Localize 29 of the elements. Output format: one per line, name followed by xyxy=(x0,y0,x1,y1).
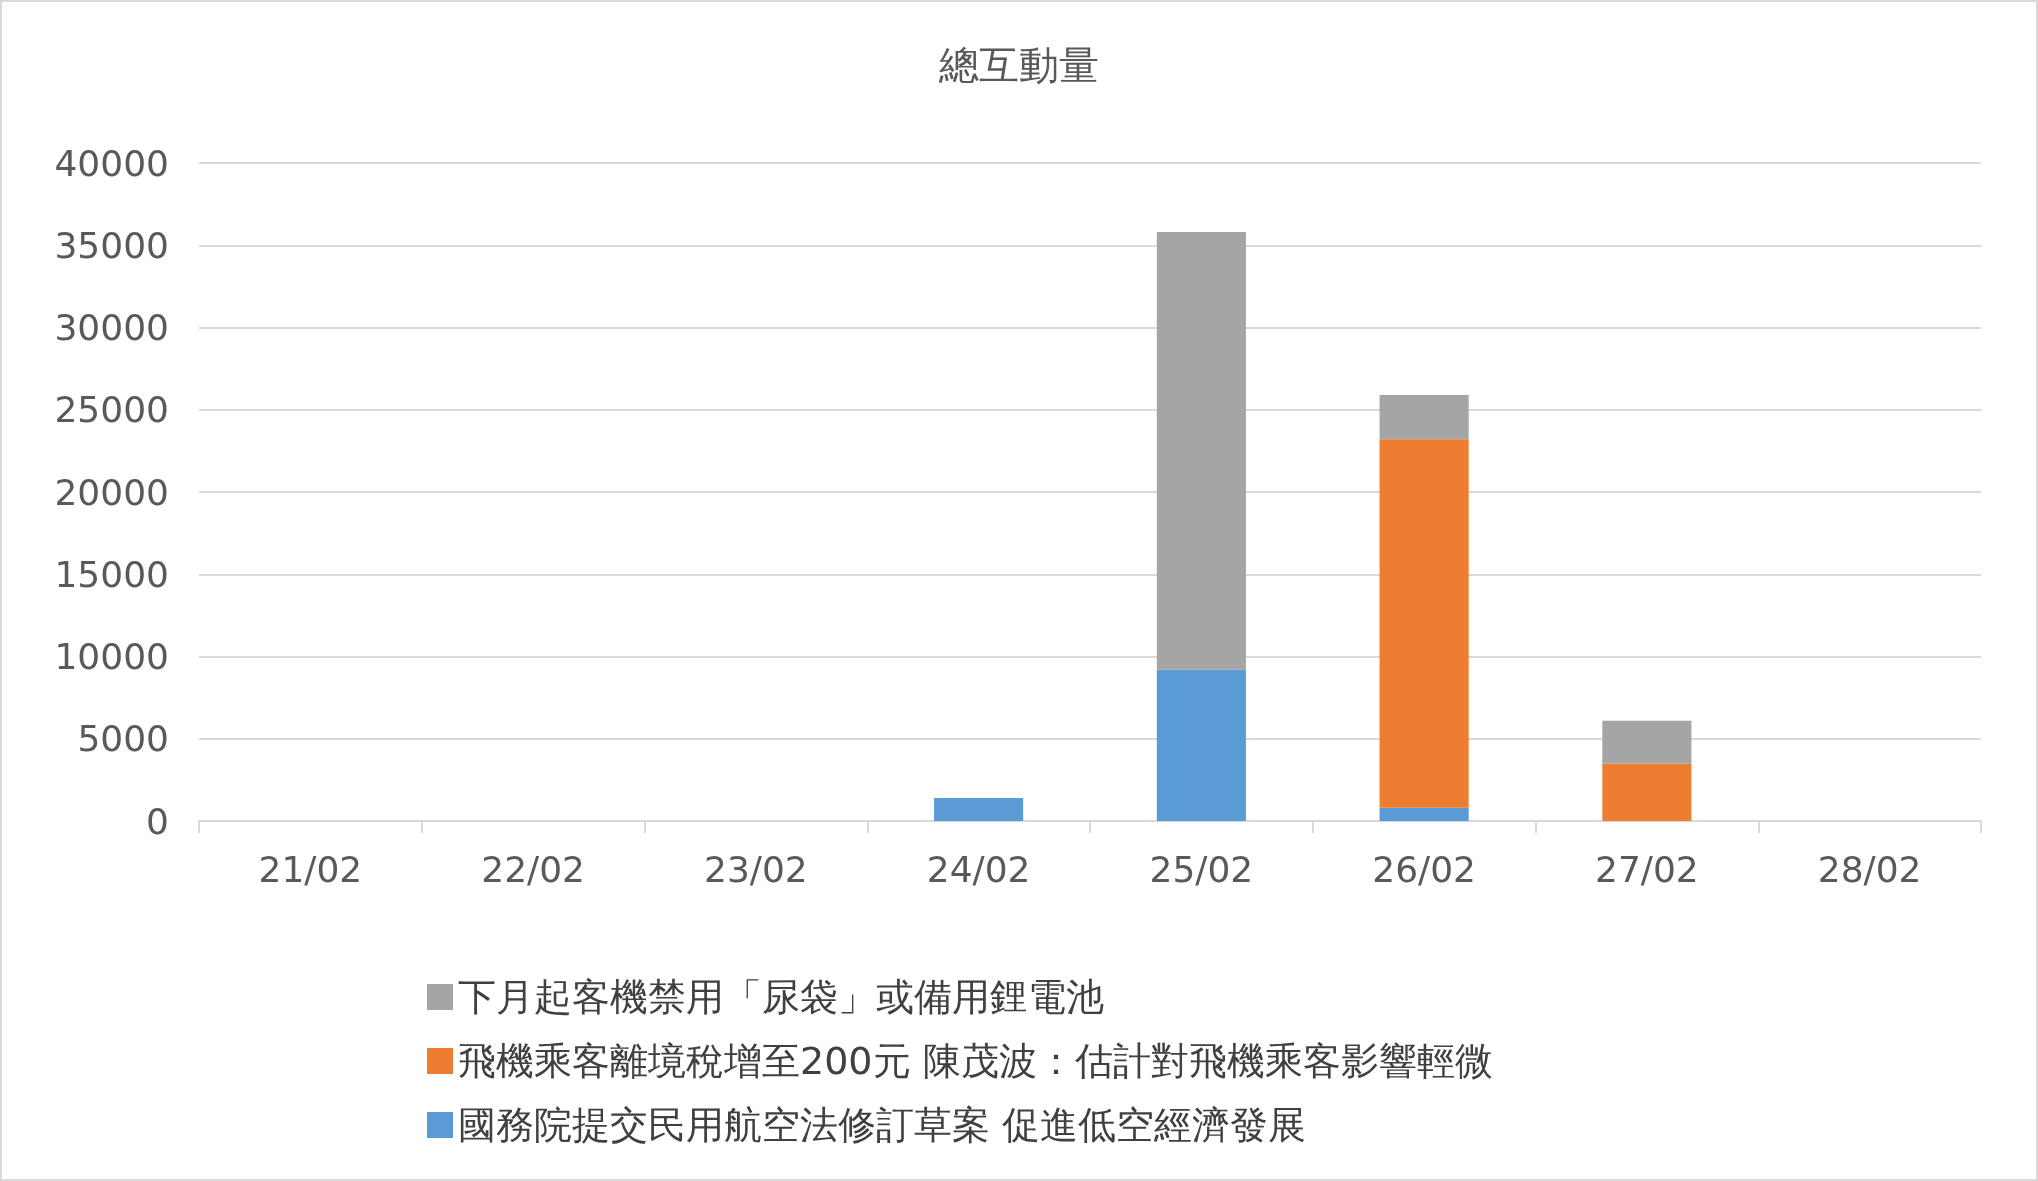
legend-label: 飛機乘客離境稅增至200元 陳茂波：估計對飛機乘客影響輕微 xyxy=(458,1039,1493,1083)
x-tick-label: 22/02 xyxy=(481,848,585,890)
y-tick-label: 15000 xyxy=(54,553,169,595)
y-tick-label: 35000 xyxy=(54,224,169,266)
y-tick-label: 0 xyxy=(146,800,169,842)
chart-title: 總互動量 xyxy=(938,42,1099,88)
y-tick-label: 40000 xyxy=(54,142,169,184)
y-tick-label: 25000 xyxy=(54,389,169,431)
bar xyxy=(1379,807,1469,821)
bar xyxy=(934,797,1024,821)
y-tick-label: 20000 xyxy=(54,471,169,513)
x-tick-label: 25/02 xyxy=(1149,848,1254,890)
bar xyxy=(1379,394,1469,440)
bar xyxy=(1602,763,1692,821)
bar xyxy=(1602,720,1692,764)
x-tick-label: 26/02 xyxy=(1372,848,1476,890)
x-tick-label: 28/02 xyxy=(1817,848,1922,890)
x-tick-label: 24/02 xyxy=(926,848,1031,890)
bar xyxy=(1156,669,1246,821)
bar xyxy=(1379,439,1469,808)
x-tick-label: 21/02 xyxy=(258,848,363,890)
legend-label: 下月起客機禁用「尿袋」或備用鋰電池 xyxy=(458,975,1104,1019)
x-tick-label: 27/02 xyxy=(1595,848,1699,890)
legend-label: 國務院提交民用航空法修訂草案 促進低空經濟發展 xyxy=(458,1103,1307,1147)
bar xyxy=(1156,232,1246,670)
y-tick-label: 30000 xyxy=(54,307,169,348)
y-tick-label: 10000 xyxy=(54,636,169,677)
y-tick-label: 5000 xyxy=(77,718,169,760)
x-tick-label: 23/02 xyxy=(704,848,808,890)
